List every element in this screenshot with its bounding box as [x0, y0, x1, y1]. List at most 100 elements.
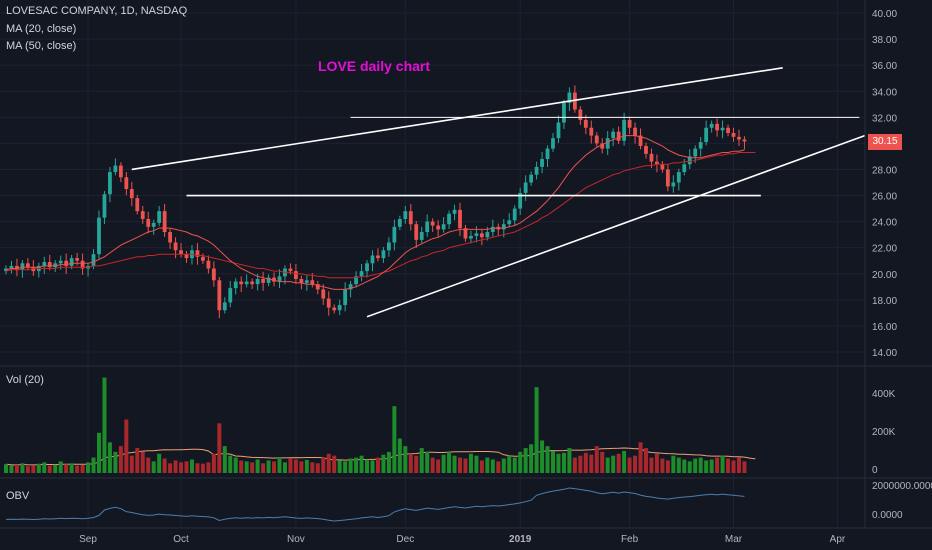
candle-body — [534, 166, 539, 175]
volume-bar — [162, 458, 167, 473]
ma50-legend[interactable]: MA (50, close) — [6, 40, 77, 52]
volume-bar — [277, 457, 282, 473]
price-tick-label: 18.00 — [872, 296, 897, 307]
volume-bar — [211, 453, 216, 473]
candle-body — [633, 127, 637, 136]
volume-bar — [69, 463, 74, 473]
volume-bar — [299, 461, 304, 473]
volume-bar — [594, 446, 599, 473]
volume-bar — [168, 463, 173, 473]
volume-bar — [359, 455, 364, 473]
volume-bar — [9, 465, 14, 473]
volume-bar — [4, 464, 8, 473]
candle-body — [655, 161, 659, 165]
volume-bar — [96, 432, 101, 473]
volume-bar — [529, 444, 534, 473]
price-tick-label: 38.00 — [872, 35, 897, 46]
volume-bar — [36, 463, 41, 473]
candle-body — [720, 127, 725, 131]
volume-bar — [490, 459, 495, 473]
candle-body — [359, 271, 364, 277]
ma20-line — [5, 135, 745, 290]
obv-axis: 2000000.0000 0.0000 — [872, 481, 932, 521]
candle-body — [277, 276, 282, 282]
trendlines[interactable] — [131, 66, 866, 318]
candle-body — [463, 228, 468, 239]
candle-body — [354, 276, 358, 285]
volume-bar — [129, 455, 134, 473]
volume-bar — [600, 451, 605, 473]
volume-bar — [720, 455, 725, 473]
volume-bar — [458, 457, 463, 473]
symbol-line[interactable]: LOVESAC COMPANY, 1D, NASDAQ — [6, 5, 188, 17]
volume-bar — [42, 462, 47, 473]
volume-bar — [633, 455, 638, 473]
volume-bar — [233, 457, 238, 473]
volume-bar — [113, 451, 118, 473]
volume-bar — [217, 423, 222, 473]
candle-body — [671, 182, 676, 187]
volume-bar — [107, 442, 112, 473]
candle-body — [419, 232, 424, 240]
ma20-legend[interactable]: MA (20, close) — [6, 23, 77, 35]
volume-ma — [5, 447, 756, 466]
volume-bar — [698, 457, 703, 473]
candle-body — [299, 278, 304, 283]
candle-body — [562, 102, 566, 123]
candle-body — [622, 119, 627, 141]
candle-body — [512, 208, 517, 221]
price-tick-label: 40.00 — [872, 9, 897, 20]
candle-body — [731, 132, 736, 137]
volume-bar — [124, 419, 129, 473]
obv-pane-label[interactable]: OBV — [6, 490, 30, 502]
candle-body — [693, 148, 698, 157]
volume-tick-label: 200K — [872, 427, 896, 438]
price-axis[interactable]: 14.00 16.00 18.00 20.00 22.00 24.00 26.00 28.00… — [872, 9, 897, 359]
candle-body — [447, 213, 451, 225]
candle-body — [91, 254, 96, 266]
candle-body — [381, 250, 386, 259]
candle-body — [490, 226, 495, 233]
volume-bar — [20, 463, 25, 473]
candle-body — [179, 250, 183, 255]
candle-body — [589, 127, 594, 136]
volume-tick-label: 400K — [872, 389, 896, 400]
candle-body — [616, 131, 621, 141]
volume-bar — [501, 458, 506, 473]
volume-bar — [436, 459, 441, 473]
candle-body — [507, 220, 512, 225]
candle-body — [529, 174, 534, 183]
candle-body — [458, 209, 462, 229]
volume-bar — [704, 460, 709, 473]
volume-bar — [386, 451, 391, 473]
candle-body — [304, 280, 309, 283]
candles — [4, 85, 747, 319]
volume-bar — [135, 448, 140, 473]
volume-bar — [496, 461, 501, 473]
volume-bar — [726, 458, 731, 473]
volume-bar — [447, 451, 452, 473]
candle-body — [201, 256, 205, 261]
candle-body — [348, 284, 353, 290]
volume-bar — [425, 451, 430, 473]
volume-bar — [403, 446, 408, 473]
volume-bar — [140, 451, 145, 473]
candle-body — [540, 159, 544, 167]
volume-bar — [31, 465, 36, 473]
volume-bar — [266, 460, 271, 473]
candle-body — [228, 288, 233, 303]
volume-bar — [605, 457, 610, 473]
upper-trendline — [131, 66, 783, 171]
candle-body — [627, 119, 632, 128]
candle-body — [75, 258, 80, 261]
volume-pane-label[interactable]: Vol (20) — [6, 374, 44, 386]
candle-body — [737, 136, 741, 140]
volume-bar — [337, 460, 342, 473]
time-axis[interactable]: SepOctNovDec2019FebMarAprMay — [79, 534, 932, 545]
candle-body — [501, 224, 506, 230]
volume-bar — [643, 448, 648, 473]
candle-body — [244, 281, 249, 285]
volume-bar — [414, 455, 419, 473]
price-tick-label: 22.00 — [872, 244, 897, 255]
